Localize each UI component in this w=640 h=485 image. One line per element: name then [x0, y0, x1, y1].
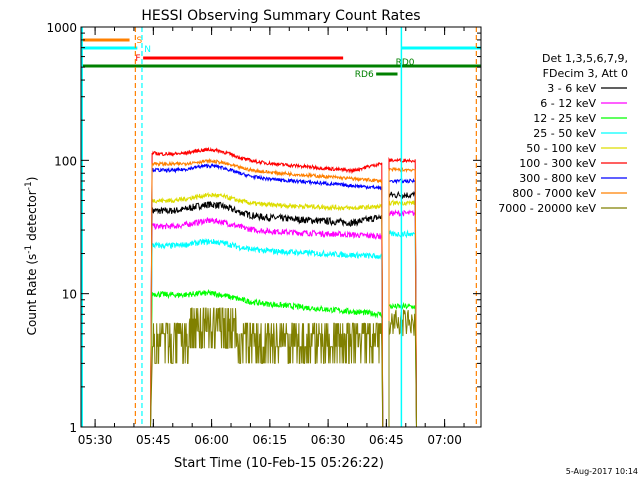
series-line-1: [150, 190, 417, 428]
legend-entry-1: 3 - 6 keV: [547, 82, 596, 95]
legend-entry-7: 300 - 800 keV: [519, 172, 596, 185]
x-tick-label: 06:15: [253, 433, 288, 447]
flag-label-rd0: RD0: [396, 58, 415, 68]
y-tick-label: 1: [69, 421, 77, 435]
flag-label-f: F: [135, 54, 140, 64]
legend-entry-2: 6 - 12 keV: [540, 97, 596, 110]
y-axis-label-mid: detector: [25, 190, 39, 245]
x-tick-label: 06:30: [311, 433, 346, 447]
footer-date: 5-Aug-2017 10:14: [566, 467, 638, 476]
legend-entry-9: 7000 - 20000 keV: [498, 202, 596, 215]
y-tick-label: 1000: [46, 21, 77, 35]
flag-label-rd6: RD6: [355, 70, 374, 80]
series-line-3: [150, 288, 417, 428]
series-line-6: [150, 146, 417, 428]
y-axis-label-main: Count Rate (s: [25, 254, 39, 336]
series-line-5: [150, 191, 417, 428]
series-line-9: [150, 307, 417, 428]
series-line-4: [150, 229, 417, 428]
chart-title: HESSI Observing Summary Count Rates: [141, 8, 420, 24]
flag-label-n: N: [144, 45, 151, 55]
legend-entry-4: 25 - 50 keV: [533, 127, 596, 140]
x-tick-label: 05:30: [78, 433, 113, 447]
y-tick-label: 100: [54, 154, 77, 168]
series-line-2: [150, 209, 417, 428]
series-line-7: [150, 162, 417, 428]
series-line-8: [150, 157, 417, 428]
legend-entry-8: 800 - 7000 keV: [512, 187, 596, 200]
x-tick-label: 05:45: [136, 433, 171, 447]
y-axis-label: Count Rate (s-1 detector-1): [24, 177, 39, 336]
axes: 05:30 05:45 06:00 06:15 06:30 06:45 07:00 1 10 10…: [46, 21, 482, 447]
flag-label-s: S: [137, 36, 143, 46]
y-axis-label-end: ): [25, 177, 39, 182]
plot-frame: [80, 26, 482, 428]
y-axis-label-exponent-1: -1: [24, 245, 34, 254]
legend-header-line-2: FDecim 3, Att 0: [543, 67, 628, 80]
legend-entry-3: 12 - 25 keV: [533, 112, 596, 125]
legend-entry-5: 50 - 100 keV: [526, 142, 596, 155]
x-axis-label: Start Time (10-Feb-15 05:26:22): [174, 456, 384, 471]
legend-header-line-1: Det 1,3,5,6,7,9,: [542, 52, 628, 65]
x-tick-label: 06:45: [369, 433, 404, 447]
legend-entry-6: 100 - 300 keV: [519, 157, 596, 170]
legend: Det 1,3,5,6,7,9, FDecim 3, Att 0 3 - 6 keV…: [498, 52, 628, 215]
y-axis-label-exponent-2: -1: [24, 181, 34, 190]
x-tick-label: 06:00: [194, 433, 229, 447]
x-tick-label: 07:00: [427, 433, 462, 447]
plot-area: SNF RD0 RD6: [81, 27, 481, 428]
y-tick-label: 10: [62, 288, 77, 302]
